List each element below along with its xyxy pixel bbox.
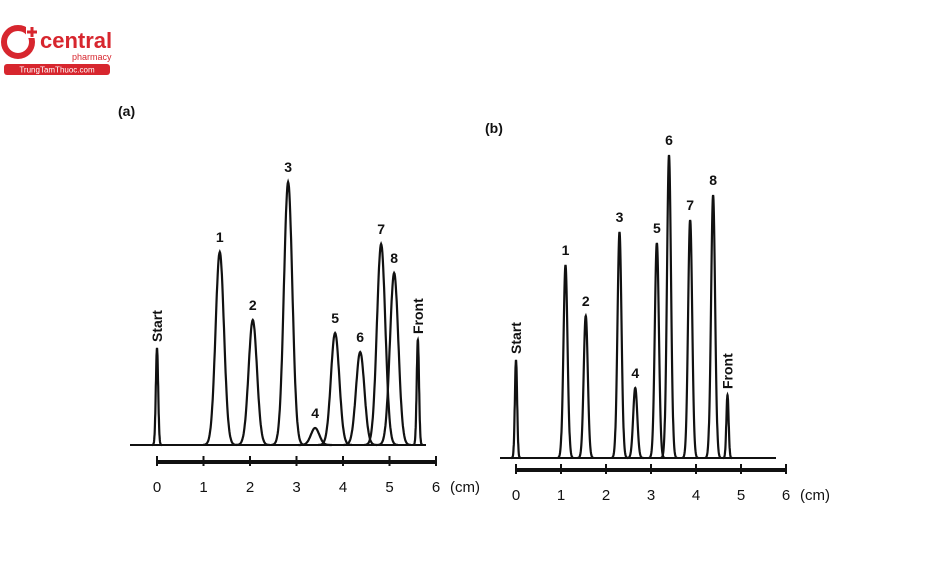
- peak-label: 1: [216, 229, 224, 245]
- peak-label: 8: [390, 250, 398, 266]
- peak-label: 1: [562, 242, 570, 258]
- peak: [577, 312, 595, 460]
- peak: [377, 270, 411, 446]
- logo-sub: pharmacy: [72, 52, 112, 62]
- x-axis-label: (cm): [450, 479, 480, 496]
- x-tick-label: 5: [385, 479, 393, 496]
- peak-label: 5: [331, 310, 339, 326]
- logo-cross: [27, 27, 37, 37]
- peak-label: 6: [356, 329, 364, 345]
- peak-label: 6: [665, 132, 673, 148]
- peak-label: 7: [377, 221, 385, 237]
- x-tick-label: 4: [692, 487, 700, 504]
- x-tick-label: 0: [153, 479, 161, 496]
- peak: [557, 264, 574, 459]
- x-tick-label: 2: [246, 479, 254, 496]
- peak: [722, 391, 733, 460]
- peak-label: 2: [249, 297, 257, 313]
- peak: [648, 242, 666, 459]
- peak-label: 3: [284, 159, 292, 175]
- peak: [704, 194, 722, 459]
- peak: [364, 241, 398, 446]
- peak-label: Front: [720, 353, 736, 389]
- chart-title: (a): [118, 103, 135, 119]
- peak: [151, 347, 163, 447]
- peak: [626, 386, 644, 460]
- peak-label: 3: [616, 209, 624, 225]
- peak-label: Start: [149, 310, 165, 342]
- peak: [318, 331, 353, 447]
- peak-label: Start: [508, 322, 524, 354]
- peak: [681, 219, 699, 459]
- logo-brand: central: [40, 28, 112, 53]
- x-tick-label: 1: [557, 487, 565, 504]
- peak-label: 7: [686, 197, 694, 213]
- chart-title: (b): [485, 120, 503, 136]
- peak-label: 4: [311, 405, 319, 421]
- peak-label: 8: [709, 172, 717, 188]
- logo-icon: [1, 25, 35, 59]
- x-tick-label: 6: [432, 479, 440, 496]
- x-tick-label: 4: [339, 479, 347, 496]
- peak: [510, 359, 522, 460]
- peak: [271, 178, 305, 446]
- peak: [235, 318, 270, 447]
- peak: [611, 231, 628, 459]
- x-tick-label: 2: [602, 487, 610, 504]
- peak-label: Front: [410, 298, 426, 334]
- x-tick-label: 3: [292, 479, 300, 496]
- logo-site: TrungTamThuoc.com: [19, 66, 95, 75]
- peak: [203, 249, 237, 446]
- peak: [298, 426, 332, 447]
- x-axis-label: (cm): [800, 487, 830, 504]
- x-tick-label: 3: [647, 487, 655, 504]
- peak: [343, 350, 377, 447]
- x-tick-label: 6: [782, 487, 790, 504]
- logo-bar: [4, 64, 110, 75]
- peak-label: 5: [653, 220, 661, 236]
- peak: [412, 336, 424, 446]
- peak-label: 2: [582, 293, 590, 309]
- x-tick-label: 0: [512, 487, 520, 504]
- x-tick-label: 1: [199, 479, 207, 496]
- peak: [660, 154, 678, 459]
- peak-label: 4: [631, 365, 639, 381]
- x-tick-label: 5: [737, 487, 745, 504]
- logo: central pharmacy TrungTamThuoc.com: [1, 25, 112, 75]
